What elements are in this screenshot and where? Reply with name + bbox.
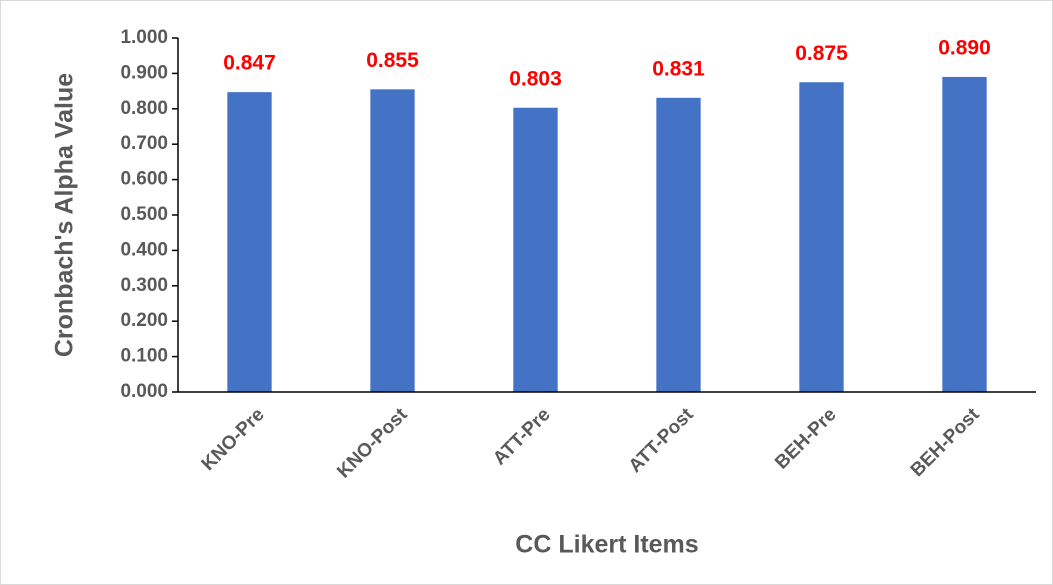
y-tick-label: 1.000: [120, 27, 168, 48]
y-tick-label: 0.700: [120, 133, 168, 154]
bar: [656, 97, 701, 393]
value-label: 0.875: [795, 42, 848, 65]
x-axis-title: CC Likert Items: [515, 531, 698, 559]
y-tick-label: 0.400: [120, 239, 168, 260]
y-tick-label: 0.300: [120, 275, 168, 296]
bar: [227, 92, 272, 393]
y-axis-title: Cronbach's Alpha Value: [51, 73, 79, 357]
bar: [942, 76, 987, 392]
value-label: 0.831: [652, 57, 705, 80]
y-tick-label: 0.600: [120, 169, 168, 190]
bar: [799, 82, 844, 392]
value-label: 0.803: [509, 67, 562, 90]
value-label: 0.847: [223, 52, 276, 75]
y-tick-label: 0.500: [120, 204, 168, 225]
bar: [513, 107, 558, 392]
value-label: 0.890: [938, 36, 991, 59]
y-tick-label: 0.800: [120, 98, 168, 119]
y-tick-label: 0.900: [120, 62, 168, 83]
value-label: 0.855: [366, 49, 419, 72]
bar: [370, 89, 415, 392]
y-tick-label: 0.200: [120, 310, 168, 331]
y-tick-label: 0.000: [120, 381, 168, 402]
y-tick-label: 0.100: [120, 346, 168, 367]
